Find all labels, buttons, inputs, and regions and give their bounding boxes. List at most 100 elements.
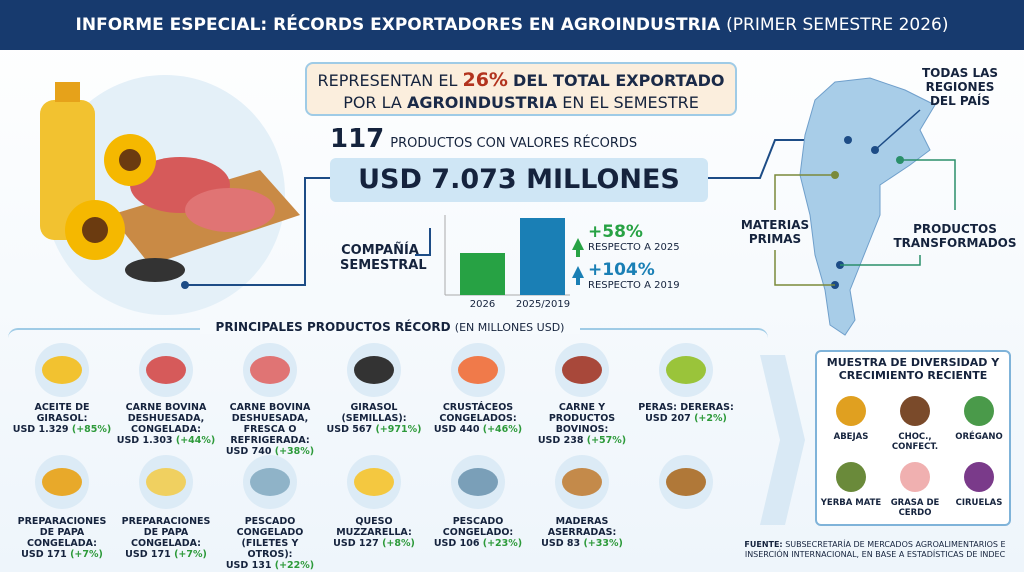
product: GIRASOL (SEMILLAS): USD 567 (+971%) [322,402,426,435]
product: CARNE BOVINA DESHUESADA, FRESCA O REFRIG… [218,402,322,457]
arrow [572,238,584,250]
product-value: USD 131 [225,560,272,571]
icon [42,468,82,496]
product-value: USD 83 [541,538,581,549]
product-value-row: USD 567 (+971%) [322,424,426,435]
product-value: USD 238 [537,435,584,446]
product-value-row: USD 238 (+57%) [530,435,634,446]
source-label: FUENTE: [744,540,783,549]
icon [250,356,290,384]
count-label: PRODUCTOS CON VALORES RÉCORDS [390,136,638,151]
diversity-item: GRASA DE CERDO [890,498,940,518]
icon [42,356,82,384]
connector [185,177,330,286]
product-name: PESCADO CONGELADO (FILETES Y OTROS): [236,516,304,560]
unit: (EN MILLONES USD) [454,321,565,334]
connector [840,255,921,266]
diversity-icon [964,396,994,426]
product-change: (+33%) [583,538,623,549]
diversity-item: ABEJAS [833,432,869,442]
icon [146,468,186,496]
diversity-item: CIRUELAS [955,498,1003,508]
text: POR LA [343,93,402,112]
product-name: PREPARACIONES DE PAPA CONGELADA: [121,516,211,549]
dot [181,281,189,289]
highlight-line: REPRESENTAN EL 26% DEL TOTAL EXPORTADO [307,69,735,92]
change-value: +58% [588,222,643,242]
product-change: (+85%) [71,424,112,435]
product: PESCADO CONGELADO: USD 106 (+23%) [426,516,530,549]
change-note: RESPECTO A 2019 [588,280,680,291]
product-change: (+2%) [694,413,727,424]
product: PREPARACIONES DE PAPA CONGELADA: USD 171 … [10,516,114,560]
product-value-row: USD 740 (+38%) [218,446,322,457]
icon [666,356,706,384]
header: INFORME ESPECIAL: RÉCORDS EXPORTADORES E… [0,0,1024,50]
product-value: USD 1.303 [116,435,173,446]
arrow [572,266,584,278]
count-row: 117 PRODUCTOS CON VALORES RÉCORDS [330,124,710,154]
product-name: MADERAS ASERRADAS: [547,516,617,538]
product-value: USD 567 [326,424,373,435]
product-value: USD 127 [333,538,379,549]
product-name: PESCADO CONGELADO: [442,516,514,538]
icon [354,468,394,496]
product-name: CARNE BOVINA DESHUESADA, CONGELADA: [125,402,207,435]
product-name: QUESO MUZZARELLA: [336,516,412,538]
product-change: (+8%) [382,538,415,549]
product-value-row: USD 83 (+33%) [530,538,634,549]
count: 117 [330,124,385,154]
source: FUENTE: SUBSECRETARÍA DE MERCADOS AGROAL… [730,540,1020,560]
total: USD 7.073 MILLONES [330,158,708,202]
product: ACEITE DE GIRASOL: USD 1.329 (+85%) [10,402,114,435]
title: INFORME ESPECIAL: RÉCORDS EXPORTADORES E… [75,15,721,35]
icon [146,356,186,384]
bar [460,253,505,295]
product-name: CARNE BOVINA DESHUESADA, FRESCA O REFRIG… [229,402,311,446]
change-value: +104% [588,260,655,280]
product-value: USD 171 [21,549,67,560]
product-value: USD 171 [125,549,171,560]
icon [562,468,602,496]
product-name: CARNE Y PRODUCTOS BOVINOS: [548,402,616,435]
bar-label: 2026 [469,299,496,310]
diversity-icon [836,462,866,492]
arrow [576,249,580,257]
highlight: REPRESENTAN EL 26% DEL TOTAL EXPORTADO P… [305,62,737,116]
product-change: (+7%) [70,549,103,560]
percent: 26% [462,69,508,91]
diversity-item: CHOC., CONFECT. [891,432,939,452]
diversity-icon [836,396,866,426]
product-change: (+44%) [175,435,216,446]
connector [900,159,956,210]
icon [250,468,290,496]
diversity-icon [900,396,930,426]
icon [458,356,498,384]
bottle-cap [55,82,80,102]
product-change: (+38%) [274,446,315,457]
products-title: PRINCIPALES PRODUCTOS RÉCORD (EN MILLONE… [200,320,580,334]
icon [458,468,498,496]
product-change: (+57%) [586,435,627,446]
product-value-row: USD 440 (+46%) [426,424,530,435]
product-name: PERAS: DERERAS: [638,402,734,413]
product-name: PREPARACIONES DE PAPA CONGELADA: [17,516,107,549]
diversity-item: YERBA MATE [820,498,882,508]
subtitle: (PRIMER SEMESTRE 2026) [726,15,949,35]
product: CARNE Y PRODUCTOS BOVINOS: USD 238 (+57%) [530,402,634,446]
product: MADERAS ASERRADAS: USD 83 (+33%) [530,516,634,549]
diversity-icon [964,462,994,492]
text: EN EL SEMESTRE [562,93,699,112]
text: AGROINDUSTRIA [406,93,558,112]
product-name: GIRASOL (SEMILLAS): [341,402,407,424]
product-value: USD 440 [433,424,480,435]
icon [666,468,706,496]
bar [520,218,565,295]
product-value-row: USD 171 (+7%) [114,549,218,560]
product-value: USD 207 [645,413,691,424]
product-value: USD 106 [433,538,480,549]
icon [354,356,394,384]
connector [774,174,835,210]
